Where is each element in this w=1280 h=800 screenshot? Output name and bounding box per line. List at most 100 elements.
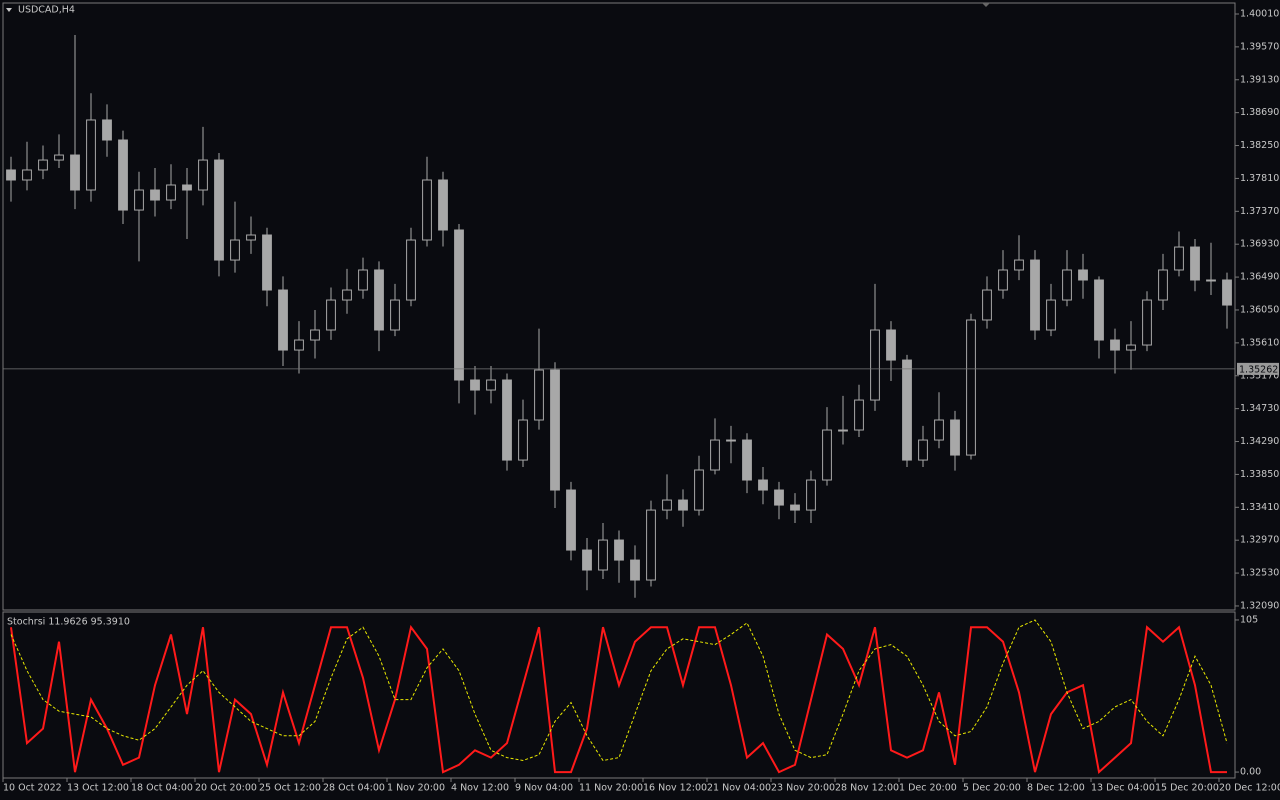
- y-tick-label: 1.38250: [1240, 140, 1279, 151]
- candle-body: [422, 179, 432, 241]
- y-tick-label: 1.36050: [1240, 304, 1279, 315]
- candle-body: [118, 139, 128, 211]
- candle-body: [214, 159, 224, 261]
- candle-body: [198, 159, 208, 191]
- y-tick-label: 1.34730: [1240, 403, 1279, 414]
- x-tick-label: 9 Nov 04:00: [515, 783, 573, 794]
- candle-body: [870, 329, 880, 401]
- candle-body: [1174, 246, 1184, 271]
- candle-body: [758, 479, 768, 491]
- y-tick-label: 0.00: [1240, 767, 1261, 778]
- candle-body: [678, 499, 688, 511]
- price-label-box: [1237, 362, 1279, 375]
- candle-body: [566, 489, 576, 551]
- candle-body: [294, 339, 304, 351]
- candle-body: [1046, 299, 1056, 331]
- main-pane: [2, 2, 1236, 611]
- x-tick-label: 20 Oct 20:00: [195, 783, 257, 794]
- candle-body: [1190, 246, 1200, 281]
- candle-body: [86, 119, 96, 191]
- symbol-title: USDCAD,H4: [18, 5, 75, 16]
- candle-body: [1222, 279, 1232, 306]
- candle-body: [166, 184, 176, 201]
- x-tick-label: 28 Nov 12:00: [835, 783, 899, 794]
- candle-body: [1078, 269, 1088, 281]
- x-tick-label: 25 Oct 12:00: [259, 783, 321, 794]
- y-tick-label: 1.35610: [1240, 337, 1279, 348]
- candle-body: [342, 289, 352, 301]
- candle-body: [582, 549, 592, 571]
- candle-body: [630, 559, 640, 581]
- indicator-title: Stochrsi 11.9626 95.3910: [7, 617, 130, 628]
- candle-body: [742, 439, 752, 481]
- y-tick-label: 1.37370: [1240, 206, 1279, 217]
- candle-body: [646, 509, 656, 581]
- y-tick-label: 1.36490: [1240, 272, 1279, 283]
- candle-body: [454, 229, 464, 381]
- y-tick-label: 1.35170: [1240, 370, 1279, 381]
- candle-body: [470, 379, 480, 391]
- x-tick-label: 5 Dec 20:00: [963, 783, 1021, 794]
- candle-body: [998, 269, 1008, 291]
- candle-body: [694, 469, 704, 511]
- candle-body: [502, 379, 512, 461]
- candle-body: [230, 239, 240, 261]
- x-tick-label: 11 Nov 20:00: [579, 783, 643, 794]
- candle-body: [38, 159, 48, 171]
- candle-body: [1110, 339, 1120, 351]
- candle-body: [70, 154, 80, 191]
- x-tick-label: 10 Oct 2022: [3, 783, 62, 794]
- stoch-line: [10, 619, 1228, 762]
- y-tick-label: 1.32970: [1240, 535, 1279, 546]
- candle-body: [1014, 259, 1024, 271]
- candle-body: [806, 479, 816, 511]
- shift-marker: [982, 3, 990, 7]
- y-tick-label: 1.34290: [1240, 436, 1279, 447]
- y-tick-label: 1.32530: [1240, 568, 1279, 579]
- candle-body: [774, 489, 784, 506]
- candle-body: [310, 329, 320, 341]
- candle-body: [102, 119, 112, 141]
- candle-body: [790, 504, 800, 511]
- y-tick-label: 1.32090: [1240, 600, 1279, 611]
- y-tick-label: 1.37810: [1240, 173, 1279, 184]
- candle-body: [390, 299, 400, 331]
- candle-body: [374, 269, 384, 331]
- candle-body: [6, 169, 16, 181]
- candle-body: [22, 169, 32, 181]
- candle-body: [918, 439, 928, 461]
- x-tick-label: 21 Nov 04:00: [707, 783, 771, 794]
- candle-body: [662, 499, 672, 511]
- candle-body: [950, 419, 960, 456]
- indicator-pane: [2, 611, 1236, 779]
- y-tick-label: 1.38690: [1240, 107, 1279, 118]
- candle-body: [1030, 259, 1040, 331]
- candle-body: [518, 419, 528, 461]
- candle-body: [550, 369, 560, 491]
- x-tick-label: 15 Dec 20:00: [1155, 783, 1219, 794]
- candle-body: [278, 289, 288, 351]
- candle-body: [886, 329, 896, 361]
- candle-body: [854, 399, 864, 431]
- candle-body: [726, 439, 736, 442]
- candle-body: [838, 429, 848, 432]
- candle-body: [902, 359, 912, 461]
- menu-arrow[interactable]: [6, 8, 12, 12]
- candle-body: [358, 269, 368, 291]
- candle-body: [1142, 299, 1152, 346]
- candle-body: [438, 179, 448, 231]
- candle-body: [486, 379, 496, 391]
- y-tick-label: 1.33850: [1240, 469, 1279, 480]
- candle-body: [614, 539, 624, 561]
- candle-body: [1094, 279, 1104, 341]
- candle-body: [534, 369, 544, 421]
- candle-body: [406, 239, 416, 301]
- candle-body: [326, 299, 336, 331]
- candle-body: [182, 184, 192, 191]
- candle-body: [934, 419, 944, 441]
- x-tick-label: 28 Oct 04:00: [323, 783, 385, 794]
- x-tick-label: 18 Oct 04:00: [131, 783, 193, 794]
- candle-body: [598, 539, 608, 571]
- candle-body: [966, 319, 976, 456]
- x-tick-label: 1 Nov 20:00: [387, 783, 445, 794]
